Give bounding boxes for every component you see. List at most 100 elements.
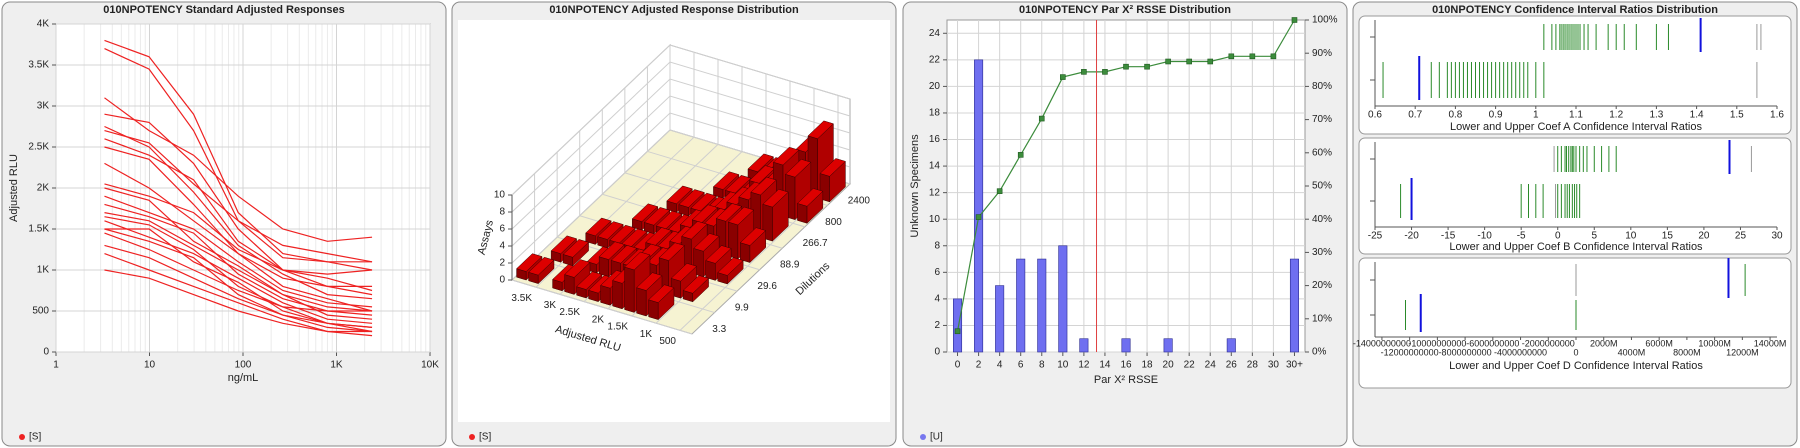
bar-face-top bbox=[784, 159, 812, 178]
y-tick-label: 8 bbox=[934, 240, 940, 251]
category-label: 9.9 bbox=[735, 302, 749, 313]
bar-face-top bbox=[682, 275, 710, 294]
y-tick-label: 0 bbox=[43, 347, 49, 358]
y-tick-label: 20 bbox=[929, 81, 941, 92]
x-tick-label: 1.6 bbox=[1770, 110, 1784, 121]
y2-tick-label: 40% bbox=[1312, 214, 1332, 225]
bar-face-side bbox=[705, 260, 716, 281]
category-label: 2400 bbox=[848, 195, 871, 206]
x-tick-label: 3K bbox=[544, 300, 557, 311]
x-axis-title: Lower and Upper Coef D Confidence Interv… bbox=[1449, 360, 1703, 372]
bar bbox=[1016, 258, 1026, 353]
bar-face-top bbox=[807, 120, 834, 140]
bar-face-top bbox=[772, 146, 800, 166]
x-tick-label: -15 bbox=[1441, 231, 1456, 242]
x-tick-label: 22 bbox=[1184, 360, 1196, 371]
bar-face-top bbox=[648, 284, 675, 303]
x-tick-label: -2000000000 bbox=[1522, 338, 1575, 348]
bar bbox=[1058, 245, 1068, 353]
line-marker bbox=[1165, 58, 1171, 65]
x-tick-label: 1.4 bbox=[1690, 110, 1704, 121]
x-tick-label: 3.5K bbox=[511, 293, 532, 304]
bar-face-side bbox=[797, 203, 808, 224]
y-tick-label: 1.5K bbox=[28, 224, 49, 235]
series-line bbox=[104, 162, 373, 296]
legend-marker bbox=[920, 434, 926, 440]
y-tick-label: 4K bbox=[37, 19, 50, 30]
y-tick-label: 22 bbox=[929, 54, 941, 65]
bar bbox=[1289, 258, 1299, 353]
x-tick-label: -20 bbox=[1404, 231, 1419, 242]
x-tick-label: 12000M bbox=[1726, 347, 1759, 357]
x-tick-label: -8000000000 bbox=[1439, 347, 1492, 357]
bar-3d bbox=[819, 158, 846, 203]
line-marker bbox=[1123, 63, 1129, 70]
x-tick-label: 18 bbox=[1141, 360, 1153, 371]
x-tick-label: 8000M bbox=[1673, 347, 1701, 357]
x-axis-title: ng/mL bbox=[228, 372, 259, 384]
bar bbox=[1163, 338, 1173, 353]
x-tick-label: 0.8 bbox=[1448, 110, 1462, 121]
bar-3d bbox=[739, 227, 767, 264]
x-tick-label: 4 bbox=[997, 360, 1003, 371]
x-tick-label: -14000000000 bbox=[1353, 338, 1411, 348]
x-axis-title: Lower and Upper Coef A Confidence Interv… bbox=[1450, 121, 1702, 133]
y-axis-title: Unknown Specimens bbox=[909, 134, 921, 238]
bar-face-top bbox=[715, 203, 743, 222]
bar-face-top bbox=[585, 217, 612, 237]
bar-face-top bbox=[643, 207, 671, 226]
legend-marker bbox=[19, 434, 25, 440]
z-tick-label: 4 bbox=[499, 241, 505, 252]
x-tick-label: 0 bbox=[1555, 231, 1561, 242]
x-tick-label: -4000000000 bbox=[1494, 347, 1547, 357]
x-tick-label: 2000M bbox=[1590, 338, 1618, 348]
x-tick-label: 5 bbox=[1591, 231, 1597, 242]
bar-3d bbox=[528, 256, 555, 285]
bar-face-top bbox=[693, 233, 720, 252]
y2-tick-label: 60% bbox=[1312, 147, 1332, 158]
x-tick-label: 6 bbox=[1018, 360, 1024, 371]
line-marker bbox=[1102, 69, 1108, 75]
series-line bbox=[104, 228, 373, 333]
z-tick-label: 2 bbox=[499, 258, 505, 269]
line-marker bbox=[1144, 63, 1150, 70]
bar-face-side bbox=[600, 285, 611, 306]
x-tick-label: 1K bbox=[640, 329, 653, 340]
panel-title: 010NPOTENCY Confidence Interval Ratios D… bbox=[1432, 4, 1718, 16]
x-tick-label: 2.5K bbox=[559, 307, 580, 318]
bar-face-top bbox=[624, 251, 651, 271]
bar-face-top bbox=[576, 271, 603, 290]
x-tick-label: 10 bbox=[1057, 360, 1069, 371]
x-tick-label: 1K bbox=[330, 360, 343, 371]
bar-face-top bbox=[564, 259, 591, 278]
bar-face-top bbox=[636, 272, 663, 291]
x-tick-label: 1 bbox=[53, 360, 59, 371]
legend-marker bbox=[469, 434, 475, 440]
x-tick-label: -10000000000 bbox=[1408, 338, 1466, 348]
bar bbox=[1226, 338, 1236, 353]
bar-face-top bbox=[562, 239, 590, 258]
x-tick-label: 8 bbox=[1039, 360, 1045, 371]
series-line bbox=[104, 125, 373, 300]
line-marker bbox=[1270, 53, 1277, 60]
bar-3d bbox=[796, 188, 824, 224]
bar-face-top bbox=[705, 245, 732, 264]
x-tick-label: 1.5K bbox=[607, 322, 628, 333]
bar-3d bbox=[717, 257, 744, 285]
panel-title: 010NPOTENCY Par X² RSSE Distribution bbox=[1019, 4, 1231, 16]
x-axis-title: Lower and Upper Coef B Confidence Interv… bbox=[1449, 241, 1703, 253]
bar-face-top bbox=[717, 257, 744, 276]
bar-face-top bbox=[678, 189, 705, 208]
y-tick-label: 2K bbox=[37, 183, 50, 194]
bar-3d bbox=[648, 284, 675, 321]
x-tick-label: 500 bbox=[659, 336, 676, 347]
series-line bbox=[104, 232, 373, 312]
legend-label: [U] bbox=[930, 432, 943, 443]
legend-label: [S] bbox=[29, 432, 41, 443]
bar-face-side bbox=[648, 299, 659, 320]
x-axis-title: Par X² RSSE bbox=[1094, 374, 1158, 386]
bar-face-top bbox=[681, 221, 708, 240]
subplot-frame bbox=[1358, 15, 1792, 135]
bar-face-top bbox=[739, 227, 767, 246]
